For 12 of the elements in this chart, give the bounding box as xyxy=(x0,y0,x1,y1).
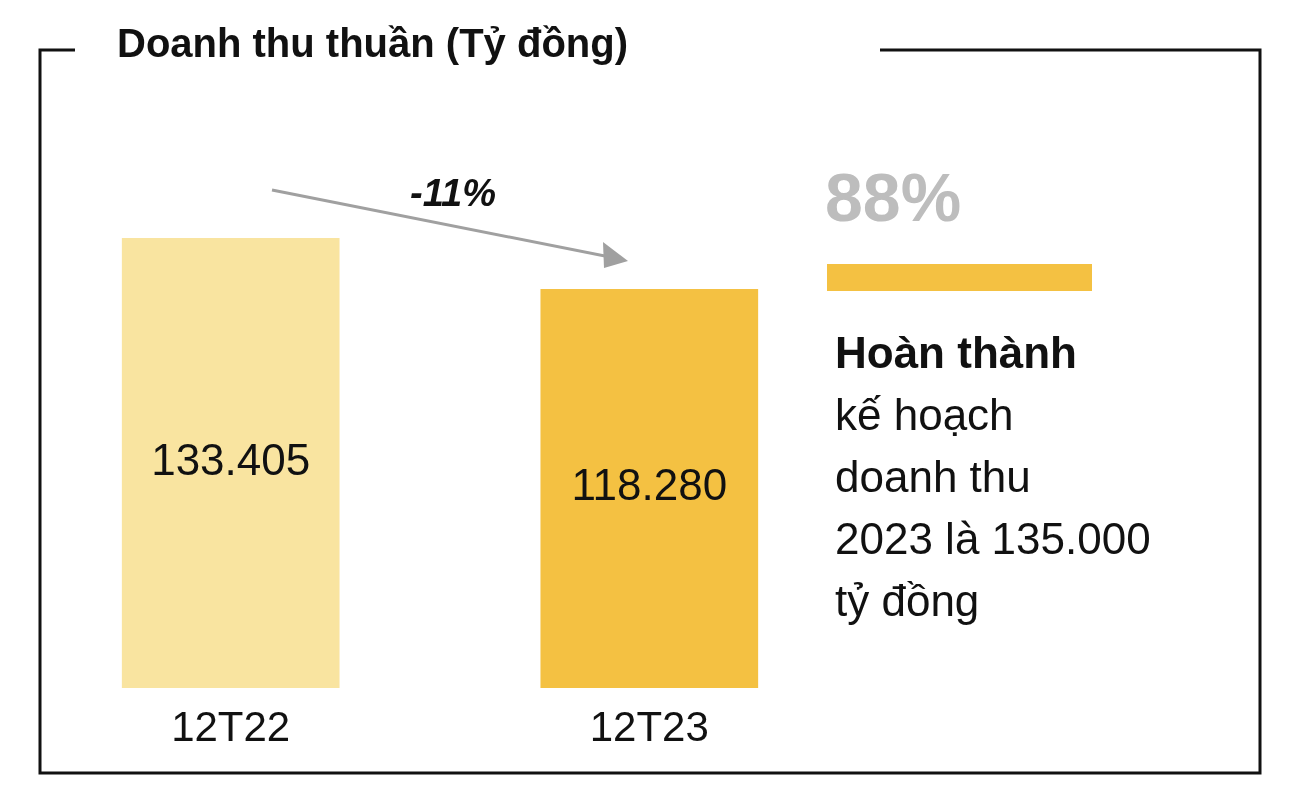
annotation: kế hoạch xyxy=(835,389,1014,439)
text: 88% xyxy=(825,158,962,235)
data-label: 133.405 xyxy=(151,434,311,484)
annotation: doanh thu xyxy=(835,451,1031,501)
x-tick-label: 12T23 xyxy=(589,703,709,751)
annotation: tỷ đồng xyxy=(835,575,980,625)
text: -11% xyxy=(410,172,496,215)
annotation: 2023 là 135.000 xyxy=(835,513,1151,563)
chart-title: Doanh thu thuần (Tỷ đồng) xyxy=(117,20,628,65)
annotation: Hoàn thành xyxy=(835,327,1077,377)
x-tick-label: 12T22 xyxy=(171,703,291,751)
data-label: 118.280 xyxy=(571,460,728,510)
